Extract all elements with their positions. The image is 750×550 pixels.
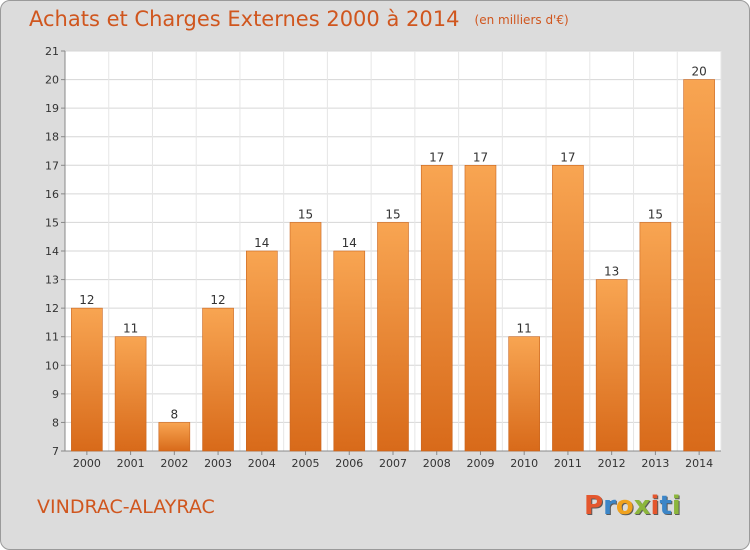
bar-2013[interactable] (639, 222, 672, 452)
x-tick-label: 2007 (379, 457, 407, 470)
logo-letter: i (650, 491, 660, 521)
data-label: 14 (254, 236, 269, 250)
x-tick-label: 2006 (335, 457, 363, 470)
town-name: VINDRAC-ALAYRAC (37, 496, 215, 518)
logo-letter: r (603, 491, 616, 521)
logo-letter: t (659, 491, 672, 521)
data-label: 14 (342, 236, 357, 250)
data-label: 17 (473, 150, 488, 164)
y-tick-label: 8 (52, 416, 59, 429)
bar-2008[interactable] (420, 164, 453, 452)
logo-letter: P (584, 491, 604, 521)
proxiti-logo[interactable]: Proxiti (584, 491, 681, 521)
data-label: 15 (298, 207, 313, 221)
chart-subtitle: (en milliers d'€) (474, 13, 569, 27)
logo-letter: x (633, 491, 651, 521)
x-tick-label: 2014 (685, 457, 713, 470)
bar-2001[interactable] (114, 336, 147, 452)
y-tick-label: 15 (45, 216, 59, 229)
x-tick-label: 2011 (554, 457, 582, 470)
data-label: 13 (604, 265, 619, 279)
x-tick-label: 2013 (641, 457, 669, 470)
x-tick-label: 2002 (160, 457, 188, 470)
x-tick-label: 2001 (117, 457, 145, 470)
bar-2006[interactable] (333, 250, 366, 452)
bar-2002[interactable] (158, 422, 191, 452)
y-tick-label: 18 (45, 131, 59, 144)
y-tick-label: 10 (45, 359, 59, 372)
y-tick-label: 21 (45, 45, 59, 58)
data-label: 20 (691, 65, 706, 79)
logo-letter: o (615, 491, 634, 521)
y-tick-label: 11 (45, 331, 59, 344)
bar-2010[interactable] (508, 336, 541, 452)
data-label: 11 (123, 322, 138, 336)
x-tick-label: 2010 (510, 457, 538, 470)
data-label: 17 (560, 150, 575, 164)
x-tick-label: 2009 (466, 457, 494, 470)
y-tick-label: 9 (52, 388, 59, 401)
logo-letter: i (671, 491, 681, 521)
bar-2004[interactable] (246, 250, 278, 452)
data-label: 17 (429, 150, 444, 164)
x-tick-label: 2004 (248, 457, 276, 470)
data-label: 12 (79, 293, 94, 307)
bar-2014[interactable] (683, 79, 715, 452)
y-tick-label: 12 (45, 302, 59, 315)
y-tick-label: 7 (52, 445, 59, 458)
y-tick-label: 20 (45, 74, 59, 87)
x-tick-label: 2000 (73, 457, 101, 470)
chart-title: Achats et Charges Externes 2000 à 2014 (29, 7, 460, 31)
bar-2005[interactable] (289, 222, 322, 452)
x-tick-label: 2003 (204, 457, 232, 470)
data-label: 15 (385, 207, 400, 221)
y-tick-label: 14 (45, 245, 59, 258)
bar-2000[interactable] (71, 307, 103, 452)
y-tick-label: 17 (45, 159, 59, 172)
y-tick-label: 13 (45, 274, 59, 287)
bar-2009[interactable] (464, 164, 497, 452)
y-tick-label: 16 (45, 188, 59, 201)
x-tick-label: 2012 (598, 457, 626, 470)
bar-2007[interactable] (377, 222, 409, 452)
chart-title-block: Achats et Charges Externes 2000 à 2014 (… (29, 7, 569, 31)
data-label: 11 (517, 322, 532, 336)
data-label: 15 (648, 207, 663, 221)
x-tick-label: 2008 (423, 457, 451, 470)
bar-2011[interactable] (552, 164, 584, 452)
data-label: 8 (171, 407, 179, 421)
x-tick-label: 2005 (292, 457, 320, 470)
y-tick-label: 19 (45, 102, 59, 115)
data-label: 12 (210, 293, 225, 307)
bar-2003[interactable] (202, 307, 234, 452)
bar-2012[interactable] (595, 279, 628, 452)
